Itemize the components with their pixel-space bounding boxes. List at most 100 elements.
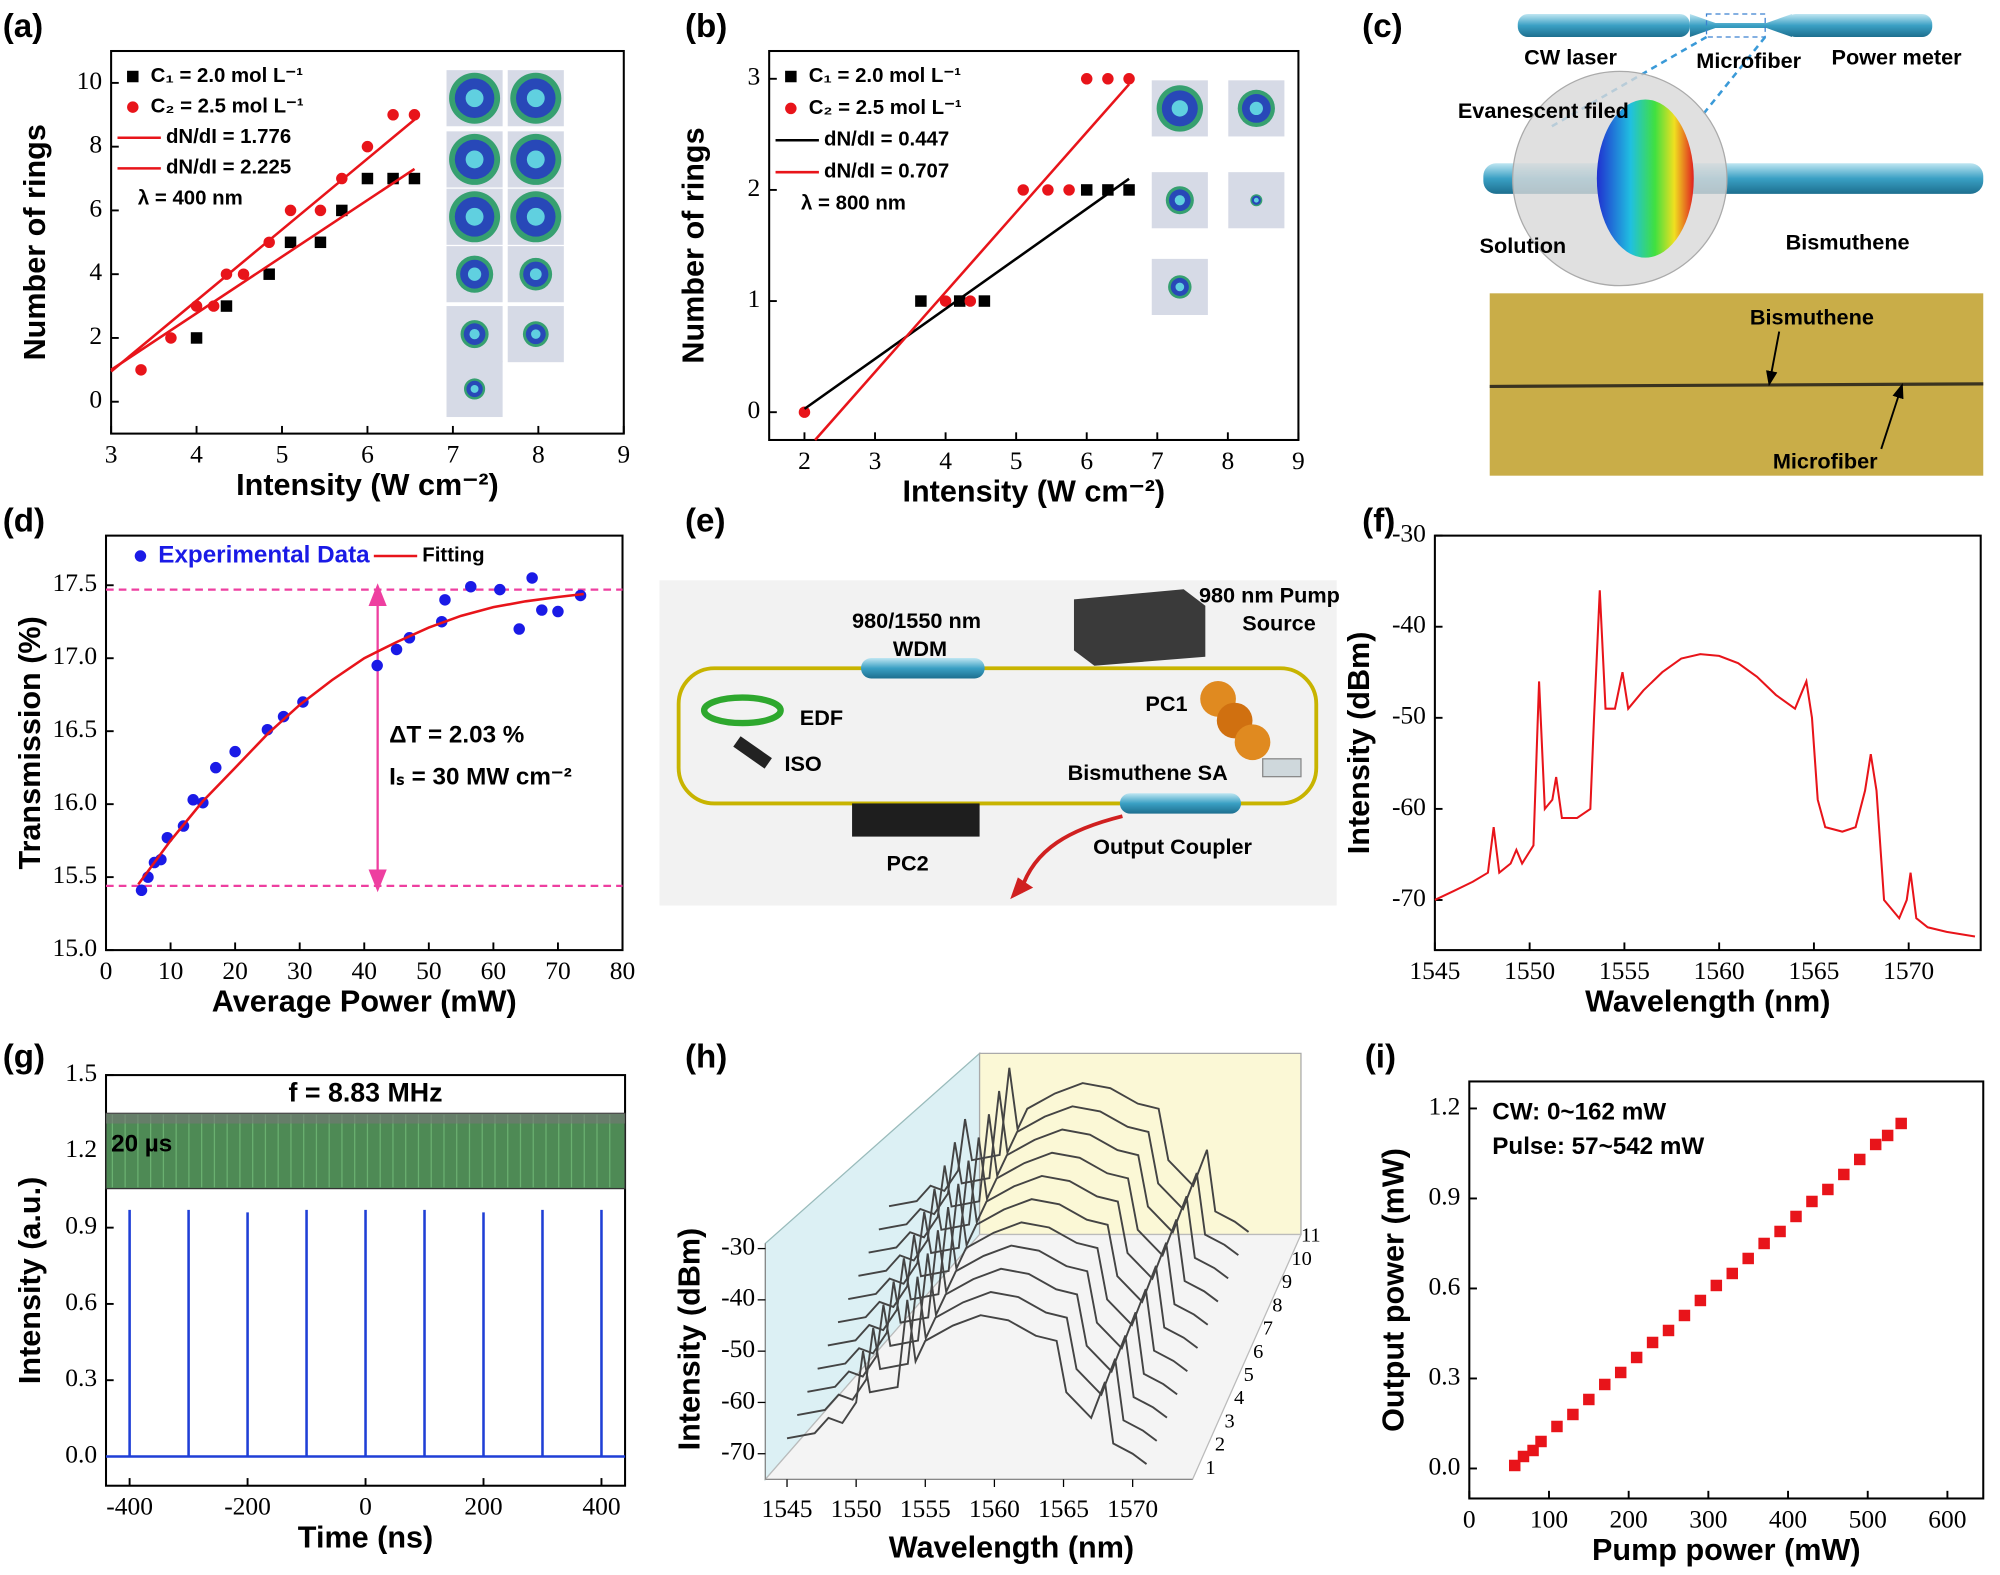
data-point xyxy=(1630,1351,1643,1364)
data-point xyxy=(135,364,147,376)
data-point xyxy=(284,204,297,217)
fiber-loop xyxy=(676,666,1319,806)
x-tick-label: 1550 xyxy=(831,1494,882,1523)
output-coupler xyxy=(1119,793,1242,814)
x-tick-label: 600 xyxy=(1928,1504,1966,1533)
label: PC2 xyxy=(886,850,928,875)
y-tick-label: 4 xyxy=(89,257,102,286)
y-tick-label: 1.2 xyxy=(65,1134,97,1163)
data-point xyxy=(1042,184,1054,196)
x-axis-label: Intensity (W cm⁻²) xyxy=(236,468,499,502)
spectrum xyxy=(817,1230,1178,1396)
label: Source xyxy=(1242,611,1315,636)
ring xyxy=(465,89,484,108)
z-tick-label: 9 xyxy=(1282,1271,1292,1293)
x-tick-label: 3 xyxy=(869,446,882,475)
label: Bismuthene xyxy=(1750,305,1874,330)
data-point xyxy=(1662,1324,1675,1337)
label: CW laser xyxy=(1524,44,1617,69)
legend-label: C₁ = 2.0 mol L⁻¹ xyxy=(151,65,304,87)
z-tick-label: 3 xyxy=(1224,1410,1234,1432)
series-line xyxy=(110,167,416,371)
panel-e: (e) 980/1550 nm WDM 980 nm Pump Source E… xyxy=(659,503,1340,906)
x-tick-label: 0 xyxy=(1463,1504,1476,1533)
data-point xyxy=(134,550,147,562)
data-point xyxy=(1567,1408,1579,1421)
panel-label: (f) xyxy=(1362,503,1395,540)
z-tick-label: 11 xyxy=(1301,1225,1321,1247)
ring xyxy=(469,329,480,340)
data-point xyxy=(390,643,403,656)
legend-label: Fitting xyxy=(422,544,484,566)
data-point xyxy=(314,236,327,249)
schematic-bg xyxy=(659,580,1337,906)
y-tick-label: 16.5 xyxy=(52,714,97,743)
x-tick-label: 0 xyxy=(100,956,113,985)
spectrum xyxy=(888,1067,1250,1233)
panel-label: (e) xyxy=(685,503,726,540)
ring xyxy=(467,267,482,281)
x-tick-label: 20 xyxy=(222,956,248,985)
label: Output Coupler xyxy=(1093,834,1252,859)
panel-label: (a) xyxy=(3,8,44,45)
x-axis-label: Average Power (mW) xyxy=(212,985,517,1019)
data-point xyxy=(1517,1450,1530,1463)
ring xyxy=(1253,197,1259,203)
annotation: ΔT = 2.03 % xyxy=(389,721,524,748)
series-line xyxy=(137,592,584,886)
x-tick-label: 1555 xyxy=(900,1494,951,1523)
z-tick-label: 6 xyxy=(1253,1341,1263,1363)
z-tick-label: 5 xyxy=(1244,1364,1254,1386)
data-point xyxy=(552,605,564,618)
ring xyxy=(526,207,545,226)
y-tick-label: 0 xyxy=(747,395,760,424)
data-point xyxy=(1806,1195,1818,1208)
saturable-absorber xyxy=(1262,758,1302,778)
data-point xyxy=(1527,1444,1539,1457)
x-tick-label: 400 xyxy=(1769,1504,1807,1533)
legend-label: dN/dI = 0.707 xyxy=(824,161,949,183)
x-tick-label: 5 xyxy=(276,439,289,468)
x-axis-label: Intensity (W cm⁻²) xyxy=(902,475,1165,509)
ring xyxy=(1171,100,1188,117)
x-tick-label: 50 xyxy=(416,956,442,985)
annotation: λ = 800 nm xyxy=(801,192,906,214)
x-tick-label: 4 xyxy=(190,439,203,468)
data-point xyxy=(1102,184,1114,196)
data-point xyxy=(229,745,241,758)
x-axis-label: Pump power (mW) xyxy=(1592,1533,1861,1567)
panel-label: (i) xyxy=(1365,1038,1396,1075)
data-point xyxy=(284,236,297,249)
data-point xyxy=(361,172,374,185)
data-point xyxy=(1535,1435,1547,1448)
label: WDM xyxy=(893,636,947,661)
data-point xyxy=(1583,1393,1595,1406)
y-tick-label: 0.3 xyxy=(65,1363,97,1392)
ring xyxy=(526,150,545,169)
panel-label: (d) xyxy=(3,503,45,540)
band-top xyxy=(106,1113,626,1124)
wdm xyxy=(860,658,985,679)
series-line xyxy=(814,83,1131,441)
x-tick-label: 200 xyxy=(464,1492,502,1521)
x-tick-label: 500 xyxy=(1849,1504,1887,1533)
data-point xyxy=(798,406,811,418)
label: Bismuthene SA xyxy=(1068,760,1229,785)
y-axis-label: Intensity (dBm) xyxy=(672,1228,706,1451)
legend-label: C₂ = 2.5 mol L⁻¹ xyxy=(809,97,962,119)
data-point xyxy=(465,580,477,593)
annotation: λ = 400 nm xyxy=(138,187,243,209)
x-tick-label: 40 xyxy=(352,956,378,985)
pointer xyxy=(1766,331,1781,387)
data-point xyxy=(1599,1378,1611,1391)
spectrum xyxy=(858,1137,1219,1303)
data-point xyxy=(978,295,991,307)
data-point xyxy=(314,204,327,217)
data-point xyxy=(190,332,203,344)
y-tick-label: 0.0 xyxy=(65,1439,97,1468)
data-point xyxy=(1742,1252,1754,1265)
fiber xyxy=(1785,14,1933,37)
data-point xyxy=(387,172,399,185)
data-point xyxy=(408,172,421,185)
